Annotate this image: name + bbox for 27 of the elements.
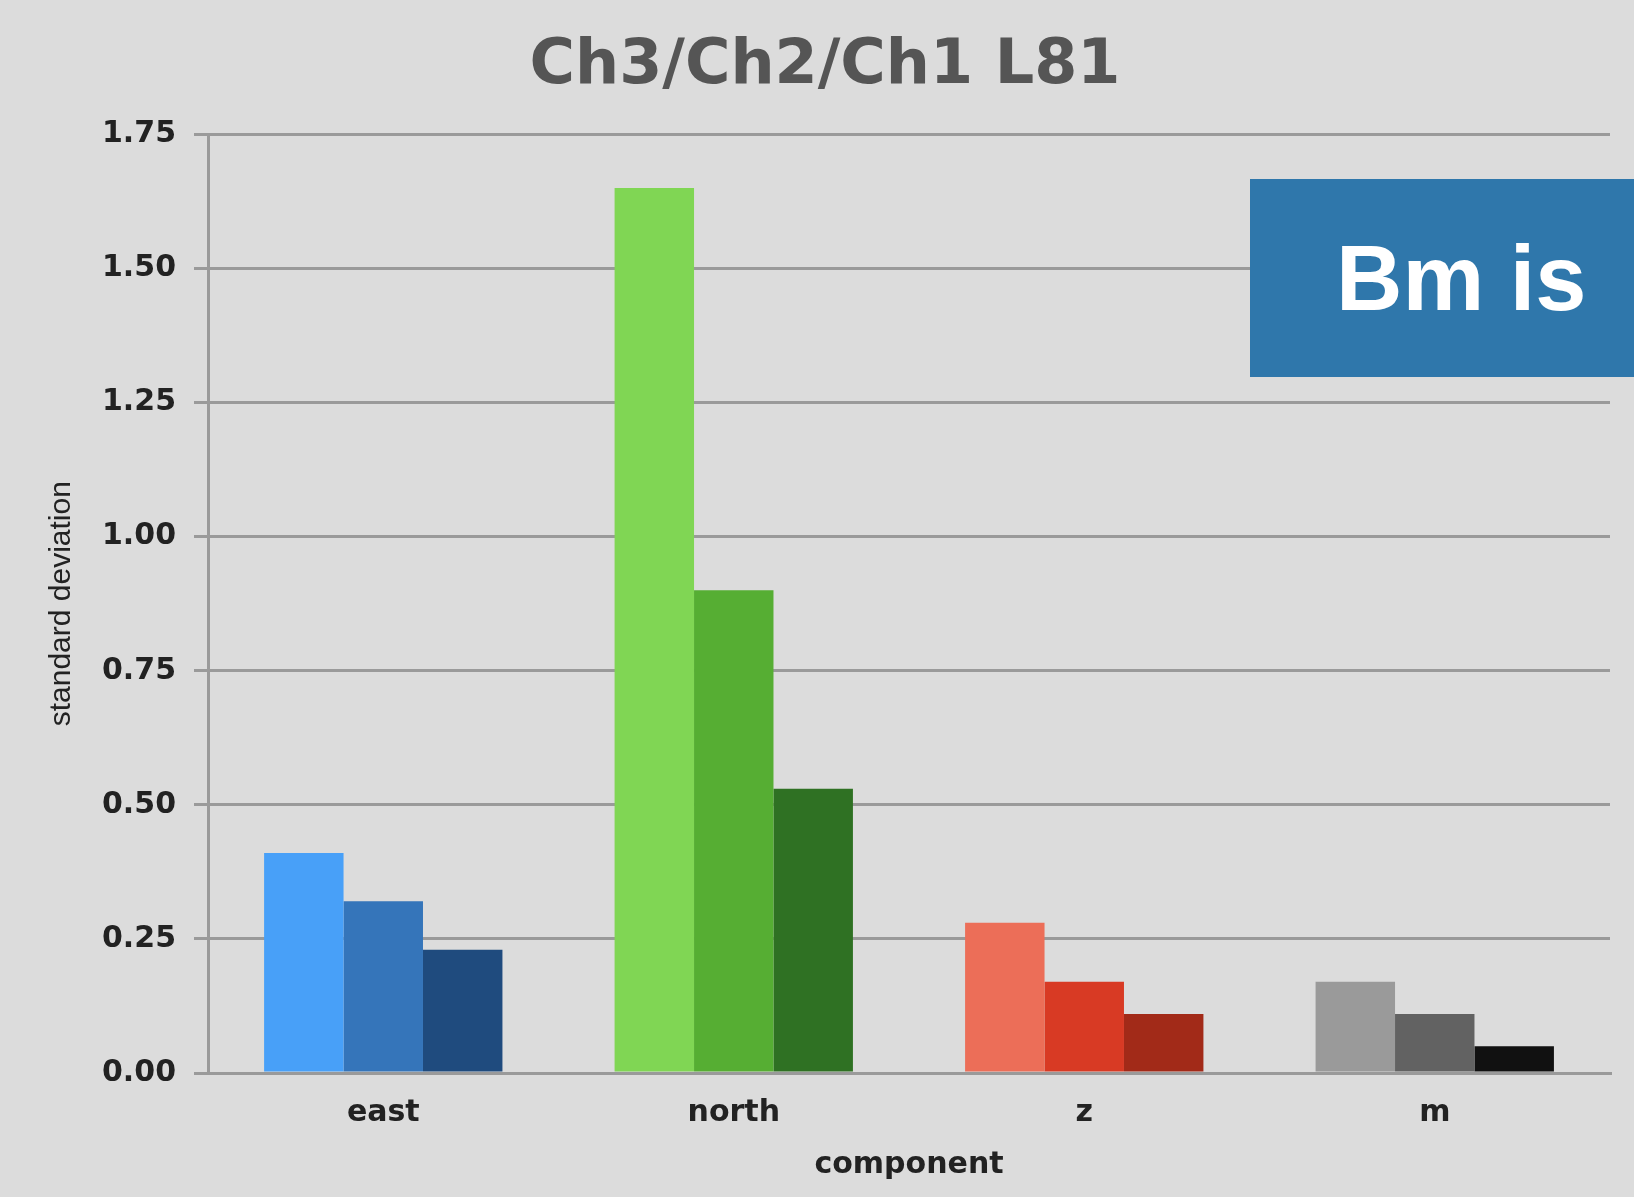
x-tick-label: east	[346, 1092, 420, 1128]
bar	[614, 188, 695, 1072]
chart-title: Ch3/Ch2/Ch1 L81	[529, 25, 1121, 99]
y-tick-label: 0.25	[101, 918, 177, 954]
bar	[694, 590, 774, 1072]
y-tick-label: 1.75	[101, 114, 177, 150]
y-tick-label: 1.50	[101, 248, 177, 284]
bar	[773, 788, 853, 1072]
bar	[1474, 1046, 1554, 1072]
annotation: Bm is	[1250, 179, 1634, 377]
y-tick-label: 0.75	[101, 650, 177, 686]
y-tick-label: 0.00	[101, 1052, 177, 1088]
x-tick-label: m	[1419, 1092, 1451, 1128]
y-axis-title: standard deviation	[43, 481, 77, 727]
bar	[343, 901, 423, 1072]
bar	[1123, 1014, 1204, 1072]
x-tick-label: north	[687, 1092, 780, 1128]
x-tick-label: z	[1075, 1092, 1093, 1128]
bar	[264, 853, 344, 1072]
bar	[965, 922, 1045, 1072]
y-tick-label: 1.25	[101, 382, 177, 418]
y-tick-label: 0.50	[101, 784, 177, 820]
bar	[422, 949, 503, 1072]
bar	[1395, 1014, 1475, 1072]
y-tick-label: 1.00	[101, 516, 177, 552]
x-axis-title: component	[814, 1144, 1004, 1180]
bar	[1044, 981, 1124, 1072]
